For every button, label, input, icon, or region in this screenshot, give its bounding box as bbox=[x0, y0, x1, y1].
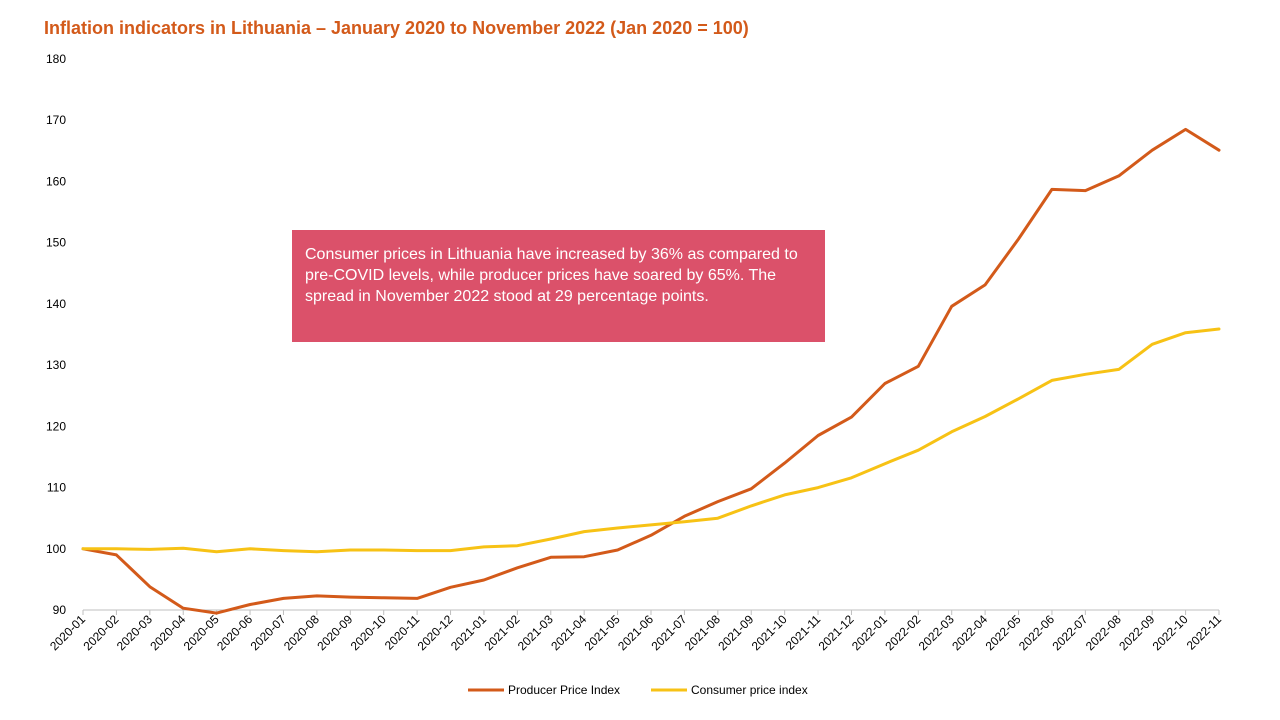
x-tick-label: 2020-09 bbox=[314, 612, 355, 653]
x-tick-label: 2021-08 bbox=[682, 612, 723, 653]
x-tick-label: 2021-09 bbox=[715, 612, 756, 653]
y-tick-label: 150 bbox=[46, 236, 66, 250]
annotation-box: Consumer prices in Lithuania have increa… bbox=[292, 230, 825, 342]
series-line bbox=[81, 327, 1221, 554]
x-tick-label: 2021-02 bbox=[481, 612, 522, 653]
x-tick-label: 2021-12 bbox=[816, 612, 857, 653]
y-tick-label: 110 bbox=[47, 481, 66, 495]
x-tick-label: 2021-06 bbox=[615, 612, 656, 653]
y-tick-label: 160 bbox=[46, 174, 66, 188]
x-tick-label: 2022-02 bbox=[882, 612, 923, 653]
x-tick-label: 2020-07 bbox=[248, 612, 289, 653]
x-tick-label: 2022-09 bbox=[1116, 612, 1157, 653]
x-tick-label: 2022-06 bbox=[1016, 612, 1057, 653]
x-tick-label: 2020-02 bbox=[80, 612, 121, 653]
x-tick-label: 2021-11 bbox=[783, 612, 824, 653]
x-tick-label: 2020-10 bbox=[348, 612, 389, 653]
x-tick-label: 2022-03 bbox=[916, 612, 957, 653]
x-tick-label: 2022-08 bbox=[1083, 612, 1124, 653]
y-tick-label: 120 bbox=[46, 419, 66, 433]
series-lines bbox=[81, 127, 1221, 615]
x-tick-label: 2022-07 bbox=[1049, 612, 1090, 653]
x-tick-label: 2020-03 bbox=[114, 612, 155, 653]
x-tick-label: 2022-11 bbox=[1184, 612, 1225, 653]
x-tick-label: 2022-10 bbox=[1150, 612, 1191, 653]
series-line bbox=[81, 127, 1221, 615]
legend-label: Producer Price Index bbox=[508, 683, 620, 697]
x-tick-label: 2021-05 bbox=[582, 612, 623, 653]
x-tick-label: 2021-10 bbox=[749, 612, 790, 653]
x-tick-label: 2020-08 bbox=[281, 612, 322, 653]
x-tick-label: 2020-05 bbox=[181, 612, 222, 653]
x-tick-label: 2021-07 bbox=[648, 612, 689, 653]
x-tick-label: 2020-06 bbox=[214, 612, 255, 653]
x-tick-label: 2020-12 bbox=[415, 612, 456, 653]
y-tick-label: 100 bbox=[46, 542, 66, 556]
y-tick-label: 170 bbox=[46, 113, 66, 127]
y-axis: 90 100 110 120 130 140 150 160 170 180 bbox=[46, 52, 66, 617]
chart-title: Inflation indicators in Lithuania – Janu… bbox=[44, 18, 749, 38]
x-tick-label: 2021-01 bbox=[448, 612, 489, 653]
y-tick-label: 140 bbox=[46, 297, 66, 311]
x-tick-label: 2021-03 bbox=[515, 612, 556, 653]
y-tick-label: 130 bbox=[46, 358, 66, 372]
x-tick-label: 2022-05 bbox=[983, 612, 1024, 653]
x-tick-label: 2021-04 bbox=[548, 612, 589, 653]
legend-label: Consumer price index bbox=[691, 683, 808, 697]
y-tick-label: 180 bbox=[46, 52, 66, 66]
x-tick-label: 2022-01 bbox=[849, 612, 890, 653]
x-tick-label: 2020-04 bbox=[147, 612, 188, 653]
y-tick-label: 90 bbox=[53, 603, 67, 617]
x-tick-label: 2022-04 bbox=[949, 612, 990, 653]
x-axis: 2020-012020-022020-032020-042020-052020-… bbox=[47, 609, 1225, 653]
legend: Producer Price Index Consumer price index bbox=[468, 683, 808, 697]
x-tick-label: 2020-01 bbox=[47, 612, 88, 653]
